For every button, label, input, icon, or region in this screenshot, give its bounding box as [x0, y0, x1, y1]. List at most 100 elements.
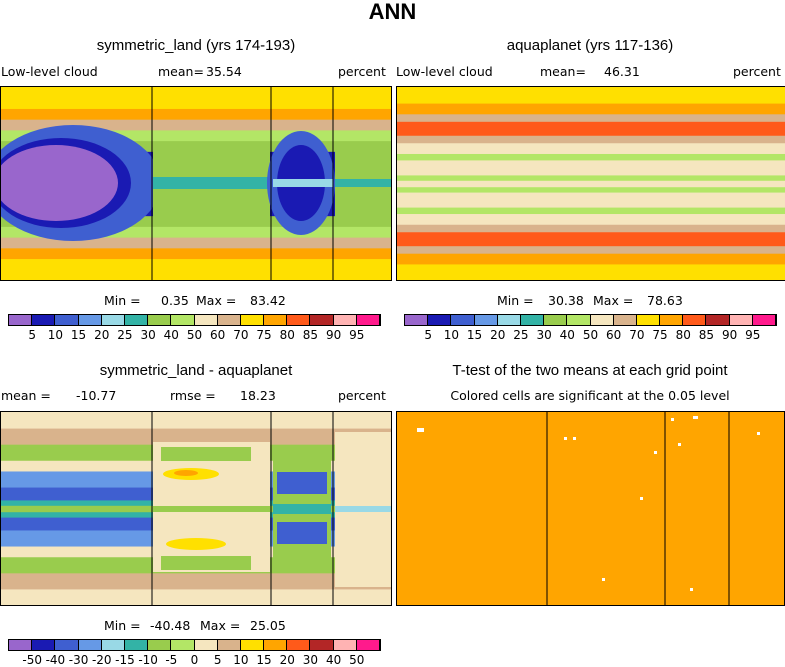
colorbar-aquaplanet: [404, 314, 777, 326]
colorbar-tick-label: 20: [490, 328, 506, 342]
max-label: Max =: [200, 618, 241, 633]
lat-band: [1, 247, 391, 260]
max-value: 25.05: [250, 618, 286, 633]
lat-band: [397, 231, 785, 247]
lat-band: [397, 174, 785, 181]
colorbar-tick-label: 80: [279, 328, 295, 342]
lat-band: [397, 186, 785, 193]
colorbar-tick-label: 30: [536, 328, 552, 342]
colorbar-swatch: [660, 315, 684, 325]
colorbar-swatch: [428, 315, 452, 325]
colorbar-tick-label: 70: [233, 328, 249, 342]
min-value: 30.38: [548, 293, 584, 308]
variable-label: Low-level cloud: [396, 64, 493, 79]
colorbar-swatch: [194, 315, 218, 325]
land-diff-green-s: [161, 556, 251, 570]
colorbar-swatch: [333, 640, 357, 650]
colorbar-swatch: [240, 640, 265, 650]
significant-cells: [397, 412, 784, 605]
max-label: Max =: [196, 293, 237, 308]
lat-band: [397, 192, 785, 208]
colorbar-swatch: [9, 315, 33, 325]
colorbar-swatch: [101, 315, 125, 325]
insignificant-cell: [690, 588, 693, 591]
colorbar-tick-label: 70: [629, 328, 645, 342]
colorbar-frame: [8, 639, 381, 651]
colorbar-swatch: [520, 315, 545, 325]
colorbar-symmetric-land: [8, 314, 381, 326]
land2-diff-equator: [273, 504, 331, 514]
map-ttest: [396, 411, 785, 606]
colorbar-swatch: [32, 315, 56, 325]
colorbar-swatch: [356, 315, 380, 325]
figure-title: ANN: [368, 0, 417, 24]
colorbar-swatch: [264, 640, 288, 650]
lat-band: [1, 258, 391, 280]
land-equator-band: [153, 177, 270, 189]
colorbar-tick-label: 75: [652, 328, 668, 342]
ocean-diff-equator: [335, 506, 391, 512]
panel-title-difference: symmetric_land - aquaplanet: [99, 362, 293, 379]
lat-band: [1, 129, 391, 142]
colorbar-swatch: [752, 315, 776, 325]
colorbar-tick-label: 5: [28, 328, 37, 342]
colorbar-tick-label: 95: [745, 328, 761, 342]
colorbar-swatch: [32, 640, 56, 650]
insignificant-cell: [671, 418, 674, 421]
min-value: 0.35: [161, 293, 189, 308]
colorbar-tick-label: 40: [559, 328, 575, 342]
land-diff-green-n: [161, 447, 251, 461]
colorbar-tick-label: 20: [94, 328, 110, 342]
colorbar-tick-label: 85: [302, 328, 319, 342]
colorbar-tick-label: 5: [424, 328, 433, 342]
colorbar-swatch: [148, 315, 172, 325]
map-ttest-svg: [397, 412, 784, 605]
colorbar-swatch: [55, 640, 79, 650]
mean-label: mean =: [1, 388, 51, 403]
panel-title-aquaplanet: aquaplanet (yrs 117-136): [506, 37, 674, 54]
colorbar-swatch: [729, 315, 753, 325]
colorbar-swatch: [287, 640, 311, 650]
lat-band: [397, 103, 785, 115]
land-diff-equator: [153, 506, 270, 512]
panel-title-ttest: T-test of the two means at each grid poi…: [452, 362, 728, 379]
colorbar-swatch: [356, 640, 380, 650]
map-aquaplanet: [396, 86, 785, 281]
units-label: percent: [338, 64, 386, 79]
colorbar-tick-label: -50: [22, 653, 42, 667]
panel-subtitle-ttest: Colored cells are significant at the 0.0…: [450, 388, 730, 403]
lat-band: [1, 140, 391, 152]
colorbar-tick-label: 50: [349, 653, 365, 667]
colorbar-difference: [8, 639, 381, 651]
land2-diff-blue-n: [277, 472, 327, 494]
colorbar-swatch: [264, 315, 288, 325]
lat-band: [397, 113, 785, 122]
rmse-label: rmse =: [170, 388, 216, 403]
rmse-value: 18.23: [240, 388, 276, 403]
mean-value: 46.31: [604, 64, 640, 79]
lat-band: [397, 159, 785, 176]
land2-diff-blue-s: [277, 522, 327, 544]
colorbar-swatch: [497, 315, 521, 325]
max-label: Max =: [593, 293, 634, 308]
map-difference: [0, 411, 392, 606]
lat-band: [1, 226, 391, 238]
lat-band: [1, 237, 391, 249]
colorbar-tick-label: 15: [70, 328, 87, 342]
colorbar-tick-label: 60: [606, 328, 622, 342]
lat-band: [1, 412, 391, 429]
insignificant-cell: [640, 497, 643, 500]
lat-band: [1, 108, 391, 120]
colorbar-swatch: [148, 640, 172, 650]
colorbar-tick-label: 25: [513, 328, 529, 342]
mean-value: 35.54: [206, 64, 242, 79]
colorbar-tick-label: 10: [233, 653, 249, 667]
insignificant-cell: [693, 416, 698, 419]
colorbar-tick-label: 15: [256, 653, 272, 667]
colorbar-swatch: [194, 640, 218, 650]
colorbar-frame: [8, 314, 381, 326]
insignificant-cell: [564, 437, 567, 440]
colorbar-tick-label: -20: [91, 653, 112, 667]
panel-title-symmetric-land: symmetric_land (yrs 174-193): [96, 37, 296, 54]
units-label: percent: [733, 64, 781, 79]
